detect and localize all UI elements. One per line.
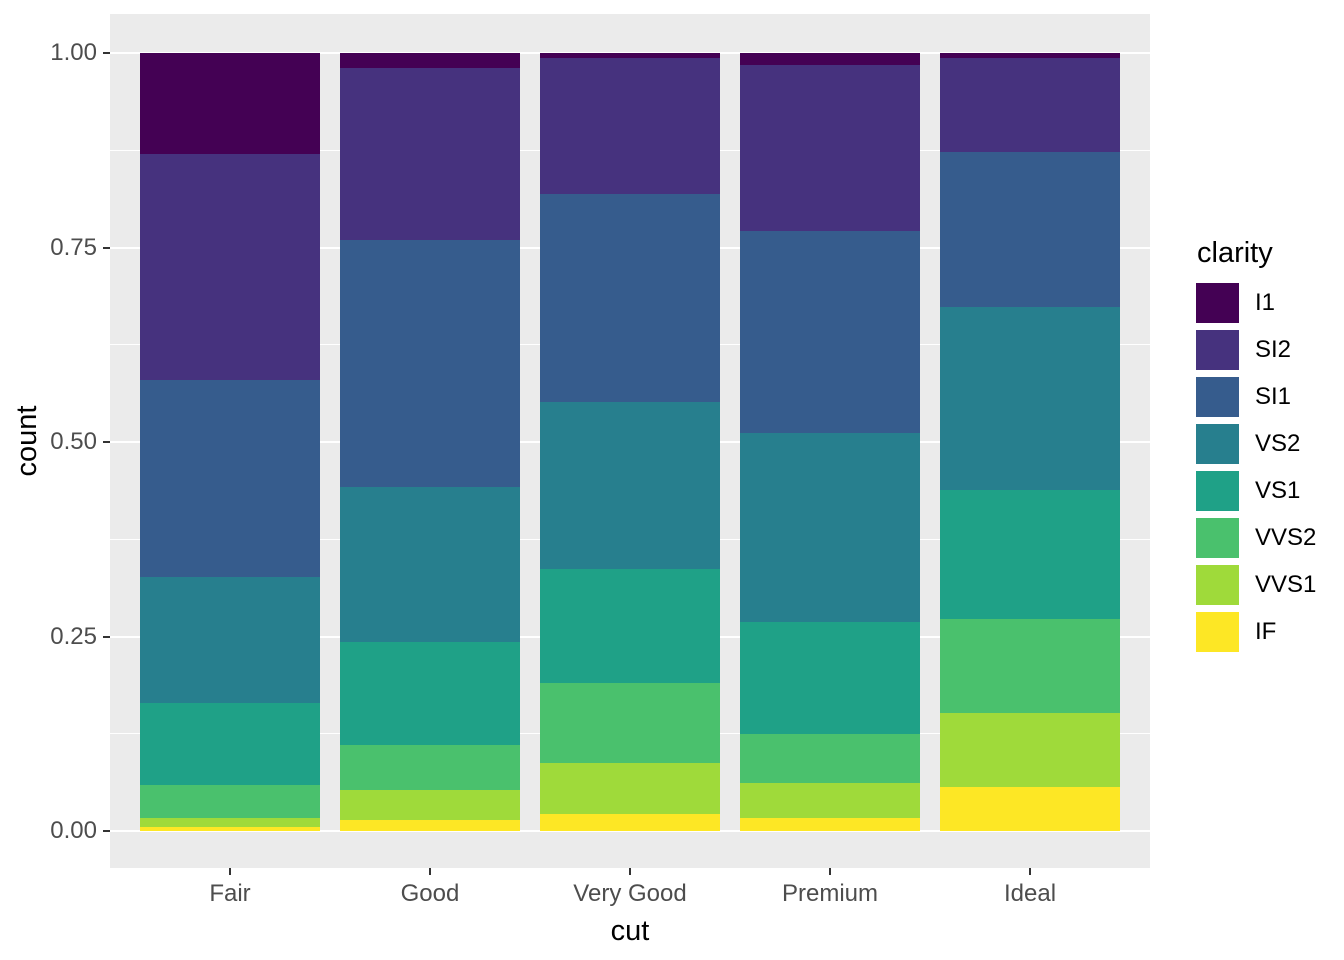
- bar-segment-premium-si2: [740, 65, 920, 231]
- bar-segment-very-good-i1: [540, 53, 720, 58]
- legend-key-si2: [1196, 330, 1239, 370]
- legend-key-if: [1196, 612, 1239, 652]
- legend-title: clarity: [1197, 237, 1273, 269]
- bar-segment-fair-vs1: [140, 703, 320, 785]
- legend-label-if: IF: [1255, 618, 1277, 645]
- bar-segment-good-vvs1: [340, 790, 520, 820]
- bar-segment-ideal-si2: [940, 58, 1120, 152]
- bar-segment-very-good-if: [540, 814, 720, 831]
- bar-segment-premium-i1: [740, 53, 920, 65]
- bar-segment-good-si2: [340, 68, 520, 240]
- y-tick-mark: [103, 246, 110, 249]
- x-tick-label-premium: Premium: [781, 880, 879, 907]
- y-tick-mark: [103, 830, 110, 832]
- legend-label-si2: SI2: [1255, 336, 1292, 363]
- bar-segment-ideal-if: [940, 787, 1120, 831]
- x-tick-mark: [629, 868, 631, 875]
- x-tick-mark: [429, 868, 431, 875]
- x-tick-label-good: Good: [400, 880, 460, 907]
- x-tick-label-fair: Fair: [209, 880, 251, 907]
- bar-segment-fair-i1: [140, 53, 320, 154]
- bar-segment-premium-vs1: [740, 622, 920, 734]
- legend-key-vvs1: [1196, 565, 1239, 605]
- bar-segment-very-good-si2: [540, 58, 720, 194]
- bar-segment-ideal-vs1: [940, 490, 1120, 619]
- y-tick-label: 0.00: [50, 817, 97, 844]
- bar-segment-ideal-vvs1: [940, 713, 1120, 787]
- legend-label-vs1: VS1: [1255, 477, 1301, 504]
- bar-segment-very-good-vs1: [540, 569, 720, 683]
- y-tick-mark: [103, 441, 110, 443]
- x-tick-label-ideal: Ideal: [1003, 880, 1057, 907]
- plot-panel: [110, 14, 1150, 868]
- legend-label-vs2: VS2: [1255, 430, 1301, 457]
- bar-segment-premium-if: [740, 818, 920, 831]
- bar-segment-very-good-vs2: [540, 402, 720, 569]
- bar-segment-ideal-vs2: [940, 307, 1120, 490]
- bar-segment-very-good-si1: [540, 194, 720, 402]
- major-gridline: [110, 830, 1150, 832]
- bar-segment-good-si1: [340, 240, 520, 487]
- legend-key-si1: [1196, 377, 1239, 417]
- bar-segment-good-i1: [340, 53, 520, 68]
- x-tick-mark: [229, 868, 231, 875]
- bar-segment-good-if: [340, 820, 520, 831]
- bar-segment-very-good-vvs1: [540, 763, 720, 814]
- legend-label-vvs1: VVS1: [1255, 571, 1317, 598]
- y-tick-label: 0.75: [50, 233, 97, 261]
- legend-label-vvs2: VVS2: [1255, 524, 1317, 551]
- bar-segment-ideal-si1: [940, 152, 1120, 307]
- bar-segment-good-vs1: [340, 642, 520, 745]
- legend-key-vs1: [1196, 471, 1239, 511]
- x-tick-mark: [1029, 868, 1031, 875]
- bar-segment-ideal-i1: [940, 53, 1120, 58]
- bar-segment-fair-si2: [140, 154, 320, 380]
- bar-segment-ideal-vvs2: [940, 619, 1120, 713]
- y-tick-mark: [103, 635, 110, 638]
- bar-segment-very-good-vvs2: [540, 683, 720, 763]
- bar-segment-premium-si1: [740, 231, 920, 433]
- bar-segment-good-vvs2: [340, 745, 520, 790]
- bar-segment-fair-vvs2: [140, 785, 320, 818]
- bar-segment-good-vs2: [340, 487, 520, 642]
- y-tick-label: 1.00: [50, 39, 97, 66]
- bar-segment-premium-vvs2: [740, 734, 920, 783]
- x-tick-label-very-good: Very Good: [573, 880, 687, 907]
- x-tick-mark: [829, 868, 831, 875]
- y-tick-label: 0.50: [50, 428, 97, 455]
- legend-key-i1: [1196, 283, 1239, 323]
- legend-label-i1: I1: [1255, 289, 1276, 316]
- legend-label-si1: SI1: [1255, 383, 1292, 410]
- bar-segment-fair-if: [140, 827, 320, 831]
- y-tick-label: 0.25: [50, 622, 97, 650]
- bar-segment-fair-vvs1: [140, 818, 320, 827]
- bar-segment-fair-vs2: [140, 577, 320, 703]
- y-tick-mark: [103, 52, 110, 54]
- x-axis-title: cut: [610, 915, 650, 947]
- bar-segment-premium-vvs1: [740, 783, 920, 818]
- bar-segment-fair-si1: [140, 380, 320, 577]
- legend-key-vs2: [1196, 424, 1239, 464]
- legend-key-vvs2: [1196, 518, 1239, 558]
- bar-segment-premium-vs2: [740, 433, 920, 622]
